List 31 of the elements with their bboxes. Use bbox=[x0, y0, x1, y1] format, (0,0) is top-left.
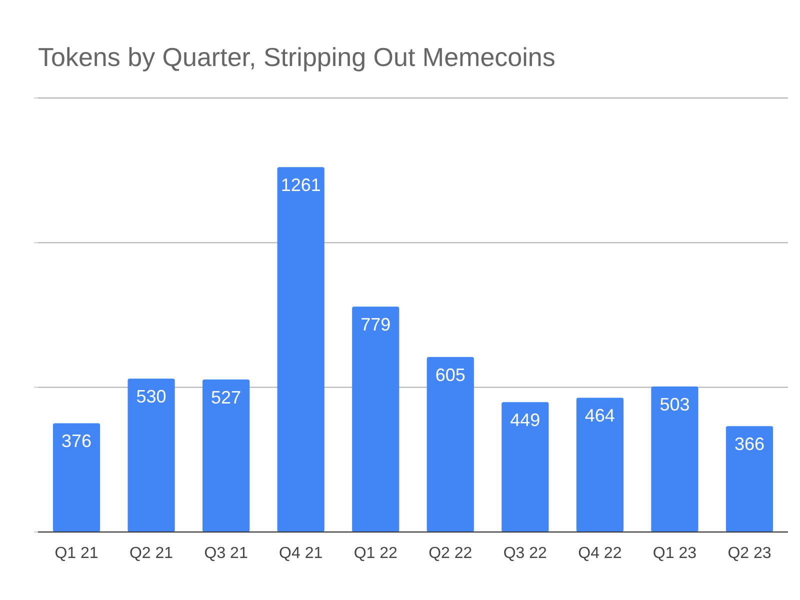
x-tick-label: Q3 21 bbox=[204, 545, 248, 562]
bar bbox=[128, 378, 175, 532]
data-label: 527 bbox=[211, 388, 242, 408]
data-label: 779 bbox=[360, 314, 391, 335]
data-label: 1261 bbox=[280, 175, 321, 196]
data-label: 503 bbox=[660, 394, 690, 414]
bar bbox=[426, 356, 474, 532]
x-tick-label: Q4 21 bbox=[279, 545, 323, 562]
data-label: 530 bbox=[136, 386, 166, 407]
bar bbox=[352, 306, 400, 532]
data-label: 366 bbox=[734, 434, 765, 454]
bar bbox=[277, 167, 324, 532]
x-tick-label: Q1 23 bbox=[652, 545, 697, 562]
x-tick-label: Q1 21 bbox=[54, 545, 98, 562]
bar bbox=[52, 423, 100, 532]
data-label: 449 bbox=[510, 410, 540, 430]
data-label: 376 bbox=[61, 431, 92, 452]
bar bbox=[202, 380, 250, 532]
bar bbox=[576, 398, 624, 532]
x-tick-label: Q4 22 bbox=[578, 545, 622, 562]
x-tick-label: Q2 21 bbox=[129, 545, 174, 562]
data-label: 464 bbox=[584, 406, 615, 426]
x-tick-label: Q2 22 bbox=[428, 545, 472, 562]
bar bbox=[502, 402, 549, 532]
bar bbox=[651, 386, 698, 532]
x-tick-label: Q2 23 bbox=[728, 545, 772, 562]
data-label: 605 bbox=[435, 364, 466, 385]
bar bbox=[726, 426, 774, 532]
x-tick-label: Q1 22 bbox=[354, 545, 398, 562]
chart-title: Tokens by Quarter, Stripping Out Memecoins bbox=[38, 42, 556, 72]
x-tick-label: Q3 22 bbox=[503, 545, 548, 562]
